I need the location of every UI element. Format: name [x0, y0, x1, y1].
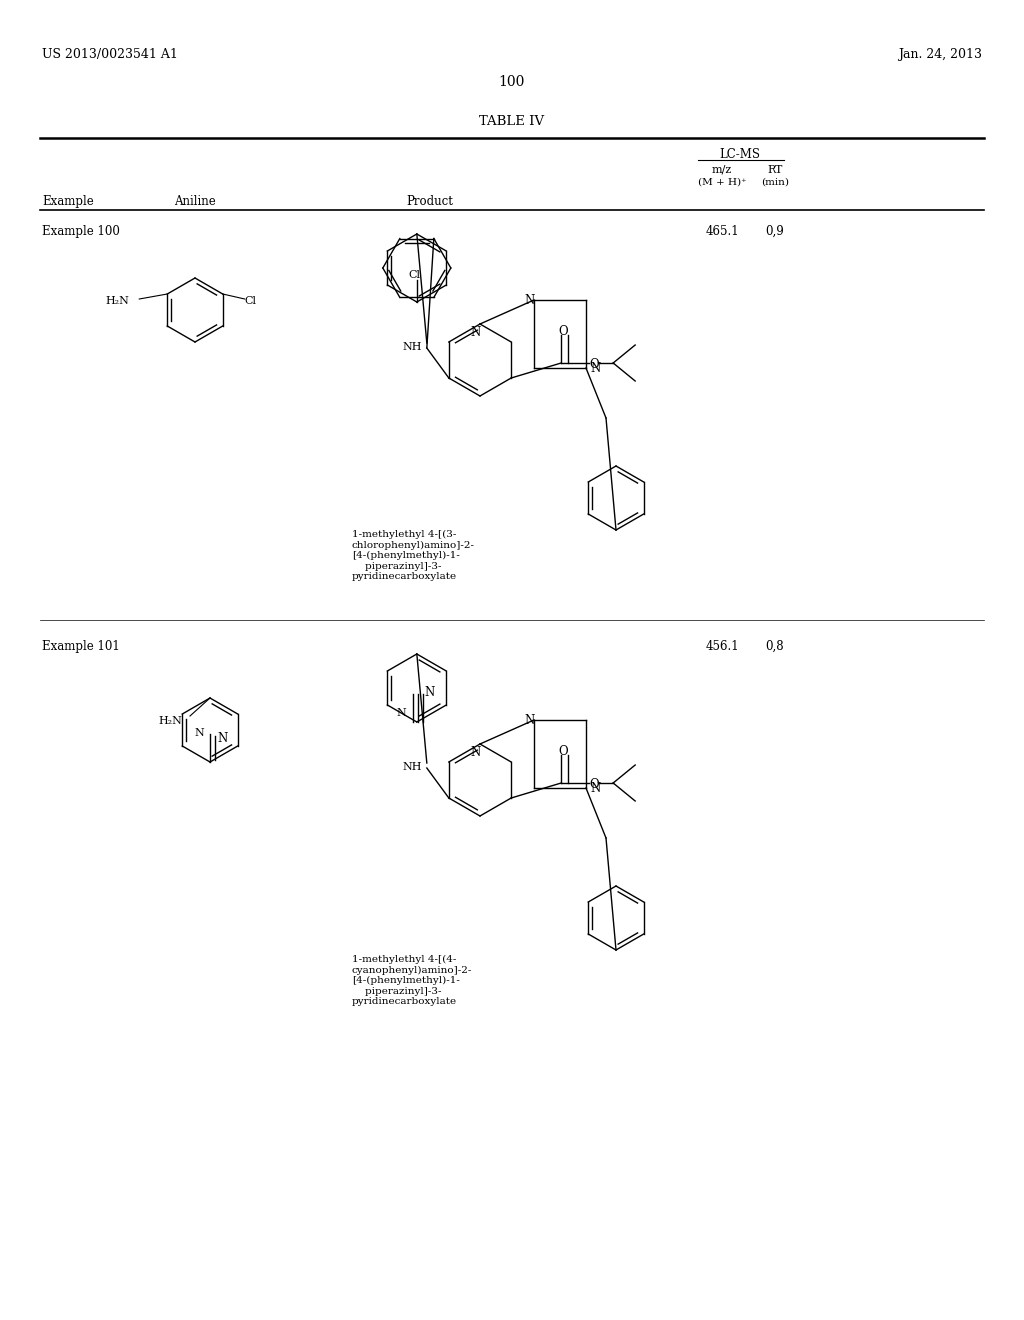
Text: 465.1: 465.1	[706, 224, 738, 238]
Text: N: N	[524, 294, 535, 308]
Text: Example: Example	[42, 195, 94, 209]
Text: (min): (min)	[761, 178, 790, 187]
Text: O: O	[558, 325, 568, 338]
Text: Aniline: Aniline	[174, 195, 216, 209]
Text: N: N	[217, 733, 227, 744]
Text: 1-methylethyl 4-[(3-
chlorophenyl)amino]-2-
[4-(phenylmethyl)-1-
    piperazinyl: 1-methylethyl 4-[(3- chlorophenyl)amino]…	[352, 531, 475, 581]
Text: 0,9: 0,9	[766, 224, 784, 238]
Text: LC-MS: LC-MS	[720, 148, 761, 161]
Text: Example 101: Example 101	[42, 640, 120, 653]
Text: O: O	[558, 744, 568, 758]
Text: N: N	[524, 714, 535, 727]
Text: N: N	[425, 686, 435, 700]
Text: NH: NH	[402, 342, 422, 352]
Text: Example 100: Example 100	[42, 224, 120, 238]
Text: (M + H)⁺: (M + H)⁺	[697, 178, 746, 187]
Text: 100: 100	[499, 75, 525, 88]
Text: NH: NH	[402, 762, 422, 772]
Text: TABLE IV: TABLE IV	[479, 115, 545, 128]
Text: Cl: Cl	[409, 271, 421, 280]
Text: N: N	[590, 362, 600, 375]
Text: N: N	[590, 781, 600, 795]
Text: O: O	[589, 358, 599, 371]
Text: RT: RT	[767, 165, 782, 176]
Text: 456.1: 456.1	[706, 640, 738, 653]
Text: m/z: m/z	[712, 165, 732, 176]
Text: Jan. 24, 2013: Jan. 24, 2013	[898, 48, 982, 61]
Text: Cl: Cl	[245, 296, 257, 306]
Text: H₂N: H₂N	[158, 715, 182, 726]
Text: 1-methylethyl 4-[(4-
cyanophenyl)amino]-2-
[4-(phenylmethyl)-1-
    piperazinyl]: 1-methylethyl 4-[(4- cyanophenyl)amino]-…	[352, 954, 472, 1006]
Text: N: N	[471, 326, 481, 339]
Text: US 2013/0023541 A1: US 2013/0023541 A1	[42, 48, 178, 61]
Text: O: O	[589, 777, 599, 791]
Text: N: N	[194, 729, 204, 738]
Text: 0,8: 0,8	[766, 640, 784, 653]
Text: N: N	[471, 746, 481, 759]
Text: H₂N: H₂N	[105, 296, 129, 306]
Text: N: N	[397, 708, 407, 718]
Text: Product: Product	[407, 195, 454, 209]
